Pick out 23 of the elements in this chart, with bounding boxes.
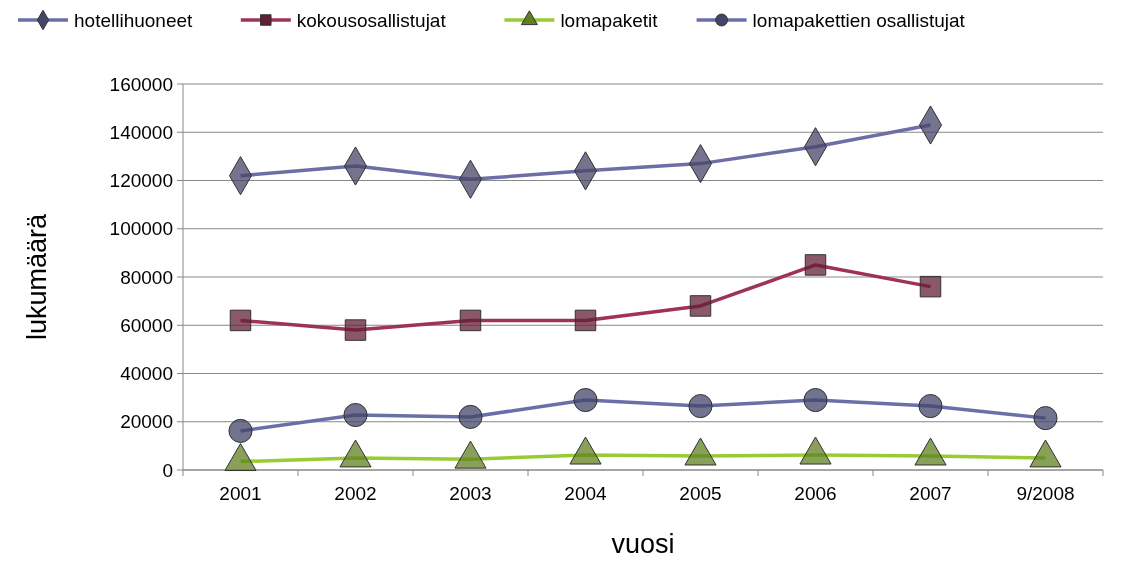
x-tick-label: 2002: [334, 483, 377, 504]
y-tick-label: 60000: [120, 314, 173, 336]
x-tick-label: 2003: [449, 483, 492, 504]
x-tick-label: 2007: [909, 483, 952, 504]
x-tick-label: 2006: [794, 483, 837, 504]
y-tick-label: 140000: [109, 121, 173, 143]
x-tick-label: 2001: [219, 483, 262, 504]
y-tick-label: 20000: [120, 411, 173, 433]
x-tick-label: 2005: [679, 483, 722, 504]
y-tick-label: 120000: [109, 170, 173, 192]
y-tick-label: 80000: [120, 266, 173, 288]
legend-label: lomapakettien osallistujat: [752, 9, 966, 31]
y-tick-label: 160000: [109, 73, 173, 95]
y-tick-label: 100000: [109, 218, 173, 240]
legend-label: lomapaketit: [560, 9, 659, 31]
y-axis-title: lukumäärä: [22, 212, 52, 341]
legend-label: kokousosallistujat: [296, 9, 447, 31]
y-tick-label: 40000: [120, 363, 173, 385]
x-tick-label: 9/2008: [1016, 483, 1075, 504]
x-tick-label: 2004: [564, 483, 608, 504]
y-tick-label: 0: [162, 459, 173, 481]
legend-label: hotellihuoneet: [74, 9, 194, 31]
x-axis-title: vuosi: [611, 529, 675, 559]
